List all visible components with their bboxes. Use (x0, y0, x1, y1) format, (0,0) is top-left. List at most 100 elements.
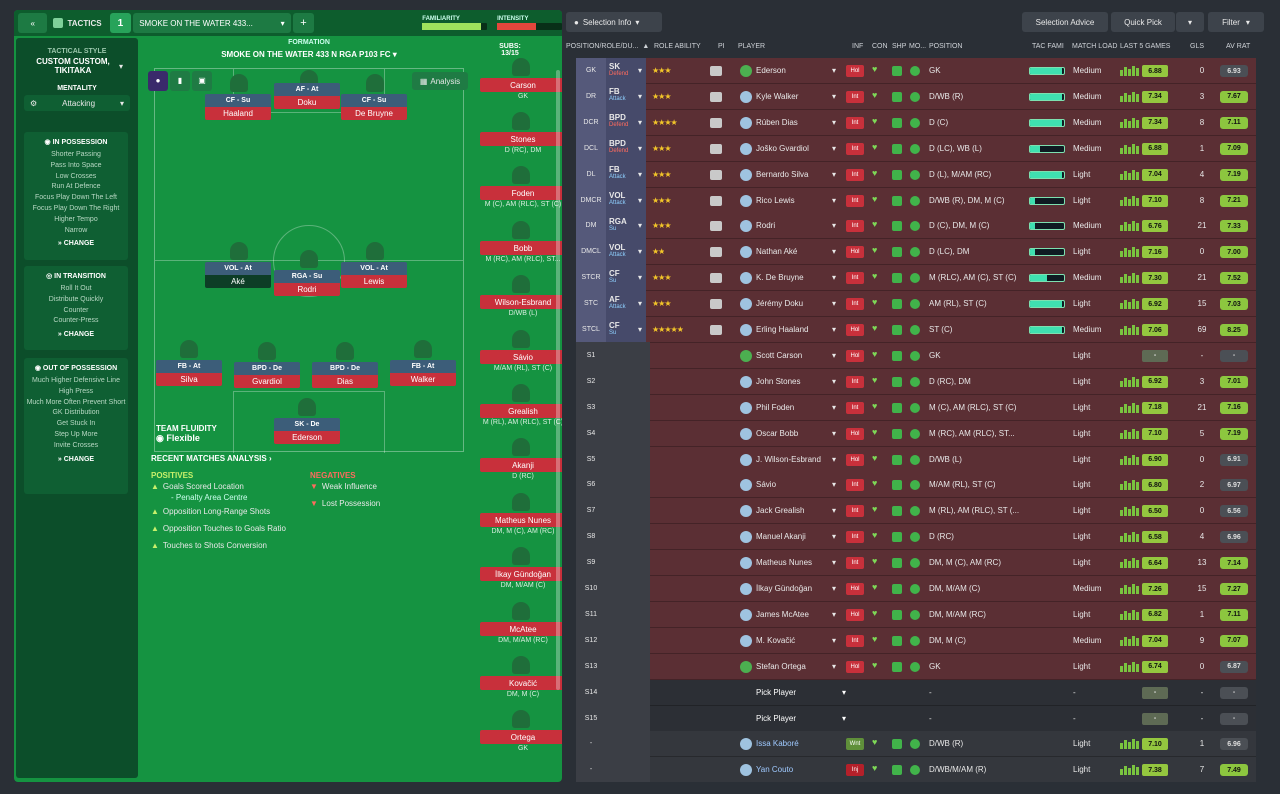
sub-card[interactable]: Carson GK (480, 58, 562, 100)
player-instructions-icon[interactable] (710, 299, 722, 310)
squad-row[interactable]: - Yan Couto Inj ♥ D/WB/M/AM (R) Light 7.38 7 7.4… (576, 756, 1256, 782)
subs-scrollbar[interactable] (556, 70, 560, 690)
player-instructions-icon[interactable] (710, 273, 722, 284)
player-name[interactable]: Scott Carson (756, 350, 803, 360)
player-card-walker[interactable]: FB - At Walker (390, 360, 456, 386)
column-header-position-role[interactable]: POSITION/ROLE/DU... ▲ (566, 42, 650, 50)
squad-row[interactable]: S6 Sávio ▾ Int ♥ M/AM (RL), ST (C) Light 6.80 2 6… (576, 471, 1256, 499)
column-header-last-5-games[interactable]: LAST 5 GAMES (1120, 42, 1171, 50)
squad-row[interactable]: S10 İlkay Gündoğan ▾ Hol ♥ DM, M/AM (C) Medium… (576, 575, 1256, 602)
column-header-inf[interactable]: INF (852, 42, 864, 50)
player-instructions-icon[interactable] (710, 66, 722, 76)
analysis-button[interactable]: ▦ Analysis (412, 72, 468, 90)
player-name[interactable]: İlkay Gündoğan (756, 584, 813, 593)
player-instructions-icon[interactable] (710, 143, 722, 154)
column-header-tac-fami[interactable]: TAC FAMI (1032, 42, 1064, 50)
column-header-player[interactable]: PLAYER (738, 42, 766, 50)
player-instructions-icon[interactable] (710, 221, 722, 232)
player-name[interactable]: Rúben Dias (756, 117, 798, 127)
column-header-role-ability[interactable]: ROLE ABILITY (654, 42, 701, 50)
player-name[interactable]: Issa Kaboré (756, 739, 799, 749)
card-view-button[interactable]: ▣ (192, 71, 212, 91)
squad-row[interactable]: DR FB Attack ▾ ★★★ Kyle Walker ▾ Int ♥ D/WB (R) Me… (576, 83, 1256, 110)
player-name[interactable]: M. Kovačić (756, 635, 796, 645)
sub-card[interactable]: İlkay Gündoğan DM, M/AM (C) (480, 547, 562, 589)
player-instructions-icon[interactable] (710, 169, 722, 180)
squad-row[interactable]: S5 J. Wilson-Esbrand ▾ Hol ♥ D/WB (L) Light 6.9… (576, 446, 1256, 473)
column-header-pi[interactable]: PI (718, 42, 725, 50)
in-transition-change-button[interactable]: » CHANGE (57, 331, 95, 339)
player-card-ederson[interactable]: SK - De Ederson (274, 418, 340, 444)
player-card-silva[interactable]: FB - At Silva (156, 360, 222, 386)
player-name[interactable]: James McAtee (756, 609, 809, 619)
squad-row[interactable]: S11 James McAtee ▾ Hol ♥ DM, M/AM (RC) Light 6.… (576, 601, 1256, 628)
player-name[interactable]: Manuel Akanji (756, 532, 806, 542)
mentality-select[interactable]: ⚙ Attacking ▾ (24, 95, 130, 111)
player-card-dias[interactable]: BPD - De Dias (312, 362, 378, 388)
player-card-lewis[interactable]: VOL - At Lewis (341, 262, 407, 288)
squad-row[interactable]: S8 Manuel Akanji ▾ Int ♥ D (RC) Light 6.58 4 6.96 (576, 523, 1256, 551)
out-of-possession-change-button[interactable]: » CHANGE (57, 455, 95, 463)
squad-row[interactable]: S14 Pick Player ▾ - - - - - (576, 679, 1256, 706)
squad-row[interactable]: S9 Matheus Nunes ▾ Int ♥ DM, M (C), AM (RC) Li… (576, 549, 1256, 577)
role-duty[interactable]: CF Su (606, 316, 646, 343)
player-name[interactable]: Sávio (756, 480, 777, 490)
tactical-style-select[interactable]: CUSTOM CUSTOM, TIKITAKA ▾ (16, 57, 138, 75)
player-instructions-icon[interactable] (710, 91, 722, 102)
add-tactic-button[interactable]: + (292, 13, 315, 33)
squad-row[interactable]: DCL BPD Defend ▾ ★★★ Joško Gvardiol ▾ Int ♥ D (LC… (576, 135, 1256, 162)
player-name[interactable]: Joško Gvardiol (756, 143, 809, 153)
squad-row[interactable]: DMCL VOL Attack ▾ ★★ Nathan Aké ▾ Hol ♥ D (LC), D… (576, 238, 1256, 266)
player-card-doku[interactable]: AF - At Doku (274, 83, 340, 109)
role-duty[interactable]: VOL Attack (606, 187, 646, 213)
pick-player-select[interactable]: Pick Player ▾ (756, 688, 846, 697)
squad-row[interactable]: S3 Phil Foden ▾ Int ♥ M (C), AM (RLC), ST (C)… (576, 394, 1256, 421)
sub-card[interactable]: Wilson-Esbrand D/WB (L) (480, 275, 562, 317)
squad-row[interactable]: S15 Pick Player ▾ - - - - - (576, 705, 1256, 732)
player-name[interactable]: Oscar Bobb (756, 428, 799, 438)
player-name[interactable]: K. De Bruyne (756, 273, 804, 283)
player-name[interactable]: Bernardo Silva (756, 169, 809, 179)
back-button[interactable]: « (18, 13, 48, 33)
squad-row[interactable]: S4 Oscar Bobb ▾ Hol ♥ M (RC), AM (RLC), ST...… (576, 420, 1256, 447)
squad-row[interactable]: DL FB Attack ▾ ★★★ Bernardo Silva ▾ Int ♥ D (L), … (576, 161, 1256, 188)
player-card-rodri[interactable]: RGA - Su Rodri (274, 270, 340, 296)
role-duty[interactable]: RGA Su (606, 212, 646, 239)
column-header-con[interactable]: CON (872, 42, 888, 50)
selection-info-select[interactable]: ● Selection Info ▾ (566, 12, 662, 32)
player-name[interactable]: Ederson (756, 66, 786, 75)
column-header-av-rat[interactable]: AV RAT (1226, 42, 1251, 50)
sub-card[interactable]: Foden M (C), AM (RLC), ST (C) (480, 166, 562, 208)
sub-card[interactable]: Grealish M (RL), AM (RLC), ST (C) (480, 384, 562, 426)
role-duty[interactable]: FB Attack (606, 161, 646, 188)
player-name[interactable]: J. Wilson-Esbrand (756, 454, 821, 464)
squad-row[interactable]: S2 John Stones ▾ Int ♥ D (RC), DM Light 6.92 3 7.… (576, 368, 1256, 395)
role-duty[interactable]: CF Su (606, 264, 646, 291)
pick-player-select[interactable]: Pick Player ▾ (756, 714, 846, 723)
squad-row[interactable]: STCR CF Su ▾ ★★★ K. De Bruyne ▾ Int ♥ M (RLC), AM… (576, 264, 1256, 292)
tactic-select[interactable]: SMOKE ON THE WATER 433... ▾ (133, 13, 291, 33)
sub-card[interactable]: Sávio M/AM (RL), ST (C) (480, 330, 562, 372)
player-card-haaland[interactable]: CF - Su Haaland (205, 94, 271, 120)
player-name[interactable]: Rodri (756, 221, 776, 231)
squad-row[interactable]: STC AF Attack ▾ ★★★ Jérémy Doku ▾ Int ♥ AM (RL), … (576, 290, 1256, 318)
role-duty[interactable]: BPD Defend (606, 135, 646, 162)
recent-matches-analysis-link[interactable]: RECENT MATCHES ANALYSIS › (151, 454, 272, 463)
player-name[interactable]: Stefan Ortega (756, 661, 806, 671)
squad-row[interactable]: DMCR VOL Attack ▾ ★★★ Rico Lewis ▾ Int ♥ D/WB (R)… (576, 187, 1256, 214)
column-header-mo[interactable]: MO... (909, 42, 927, 50)
column-header-match-load[interactable]: MATCH LOAD (1072, 42, 1118, 50)
squad-row[interactable]: S1 Scott Carson ▾ Hol ♥ GK Light - - - (576, 342, 1256, 369)
squad-row[interactable]: DCR BPD Defend ▾ ★★★★ Rúben Dias ▾ Int ♥ D (C) Med… (576, 109, 1256, 136)
stats-view-button[interactable]: ▮ (170, 71, 190, 91)
sub-card[interactable]: McAtee DM, M/AM (RC) (480, 602, 562, 644)
player-card-de-bruyne[interactable]: CF - Su De Bruyne (341, 94, 407, 120)
sub-card[interactable]: Matheus Nunes DM, M (C), AM (RC) (480, 493, 562, 535)
player-name[interactable]: Jérémy Doku (756, 299, 804, 309)
player-instructions-icon[interactable] (710, 117, 722, 128)
sub-card[interactable]: Bobb M (RC), AM (RLC), ST... (480, 221, 562, 263)
player-view-button[interactable]: ● (148, 71, 168, 91)
role-duty[interactable]: AF Attack (606, 290, 646, 317)
formation-select[interactable]: SMOKE ON THE WATER 433 N RGA P103 FC ▾ (154, 50, 464, 59)
tactic-slot-button[interactable]: 1 (109, 13, 132, 33)
